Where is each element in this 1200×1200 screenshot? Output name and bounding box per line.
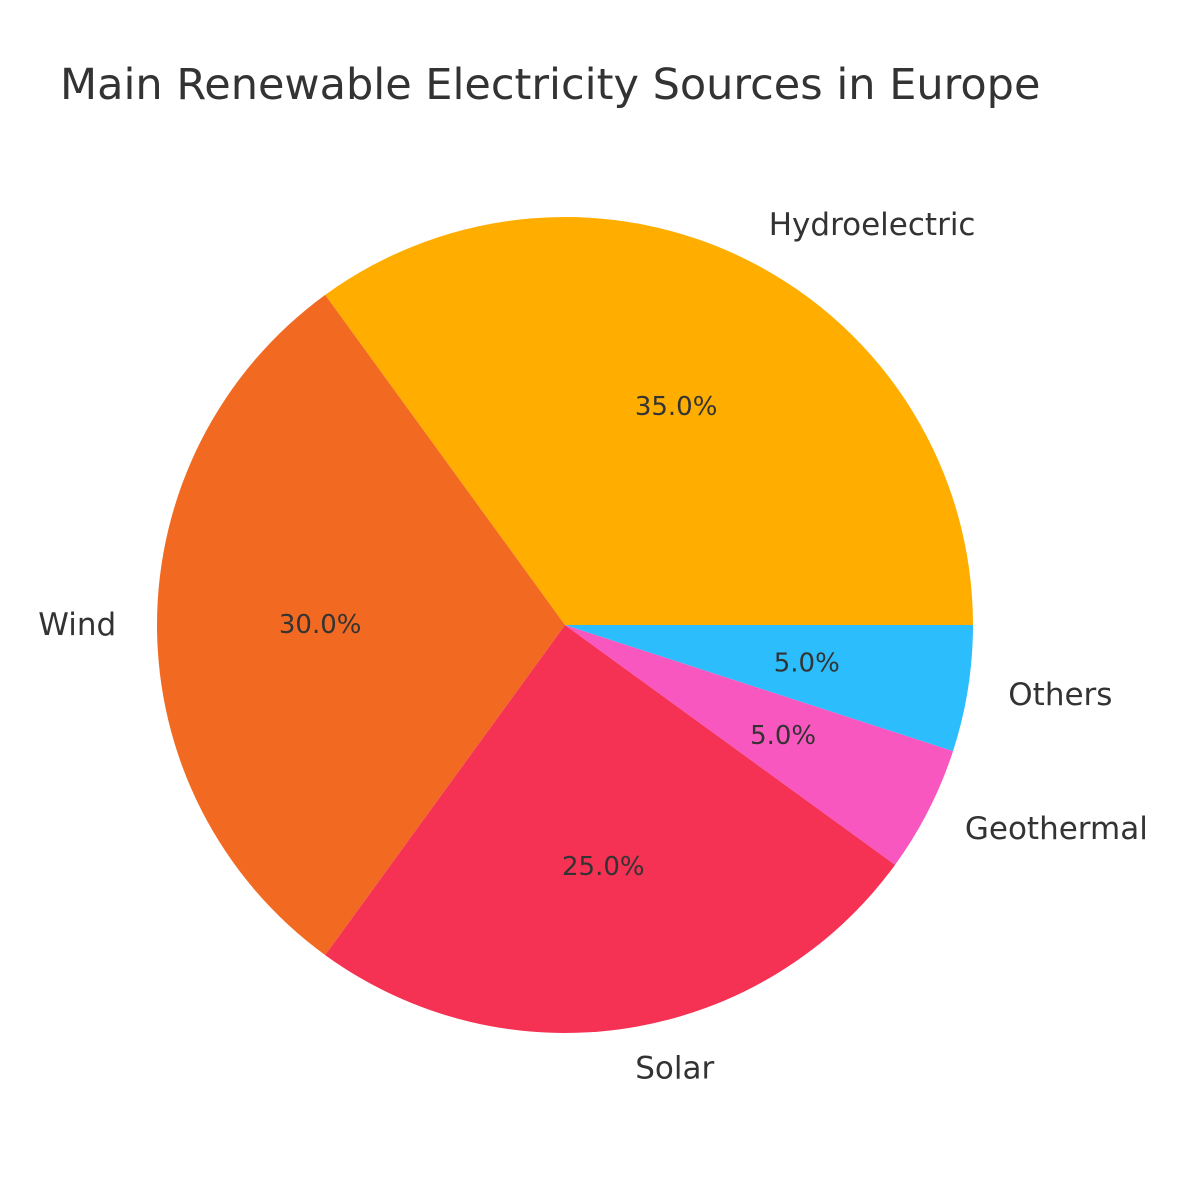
- percent-label-geothermal: 5.0%: [750, 721, 816, 751]
- percent-label-others: 5.0%: [774, 648, 840, 678]
- slice-label-wind: Wind: [38, 607, 116, 643]
- pie-labels: Hydroelectric 35.0% Wind 30.0% Solar 25.0% Geo…: [38, 207, 1148, 1086]
- slice-label-hydroelectric: Hydroelectric: [769, 207, 976, 243]
- pie-slice-others: [565, 625, 973, 752]
- percent-label-solar: 25.0%: [562, 852, 645, 882]
- pie-slice-geothermal: [565, 625, 954, 865]
- pie-slice-solar: [325, 625, 896, 1033]
- chart-title: Main Renewable Electricity Sources in Eu…: [60, 60, 1040, 110]
- pie-slice-hydroelectric: [325, 217, 974, 625]
- slice-label-others: Others: [1008, 677, 1112, 713]
- pie-slices: [156, 217, 974, 1033]
- pie-slice-wind: [156, 294, 565, 956]
- slice-label-geothermal: Geothermal: [965, 811, 1148, 847]
- slice-label-solar: Solar: [635, 1050, 714, 1086]
- percent-label-hydroelectric: 35.0%: [635, 392, 718, 422]
- percent-label-wind: 30.0%: [279, 610, 362, 640]
